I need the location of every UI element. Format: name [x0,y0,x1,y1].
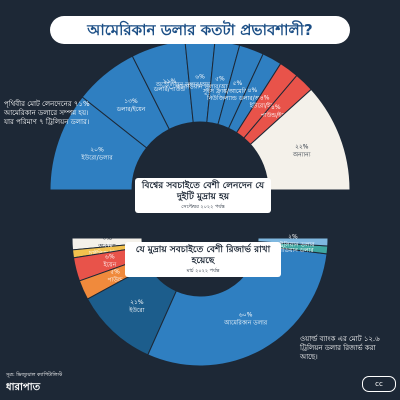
slice-label: কানাডিয়ান ডলার [271,247,315,254]
license-icon: cc [362,376,396,392]
value-label: ৬% [195,74,205,81]
slice-label: ইউরো/ইয়েন [249,102,280,110]
slice-label: পাউন্ড/ইয়েন [261,111,291,119]
source: সূত্র: ভিজ্যুয়াল ক্যাপিটালিস্ট [6,372,63,378]
slice [249,88,351,191]
slice-label: আমেরিকান ডলার [223,320,268,327]
slice-label: ইউরো [128,306,145,314]
slice-label: অস্ট্রেলিয়ান ডলার/আমেরিকান ডলার [155,82,245,89]
value-label: ১৩% [124,98,138,105]
caption-subtitle: মার্চ ২০২২ পর্যন্ত [186,267,220,274]
logo: ধারাপাত [6,382,41,393]
value-label: ২% [103,242,113,249]
value-label: ৬০% [239,312,253,319]
value-label: ৬% [105,253,115,260]
value-label: ৫% [110,268,120,275]
slice [147,244,328,367]
caption-title: বিশ্বের সবচাইতে বেশী লেনদেন যে দুইটি মুদ… [141,181,265,203]
value-label: ৪% [260,95,270,102]
slice-label: ইউরো/ডলার [80,154,113,162]
caption-trade: বিশ্বের সবচাইতে বেশী লেনদেন যে দুইটি মুদ… [135,178,271,213]
caption-reserve: যে মুদ্রায় সবচাইতে বেশী রিজার্ভ রাখা হয… [125,242,281,277]
value-label: ২০% [90,147,104,154]
slice-label: অস্ট্রেলিয়ান ডলার [270,241,315,248]
value-label: ১১% [163,78,177,85]
value-label: ৫% [215,75,225,82]
value-label: ৪% [271,104,281,111]
value-label: ৫% [233,80,243,87]
slice-label: অন্যান্য [292,151,311,158]
value-label: ২% [288,233,298,240]
slice-label: পাউন্ড [107,275,122,283]
slice-label: ডলার/ইয়েন [116,106,146,113]
note-reserve: ওয়ার্ল্ড ব্যাংক এর মোট ১২.৬ ট্রিলিয়ন ড… [300,335,380,361]
value-label: ২১% [130,299,144,306]
value-label: ৩% [102,235,112,242]
caption-subtitle: সেপ্টেম্বর ২০২২ পর্যন্ত [181,203,225,210]
note-trade: পৃথিবীর মোট লেনদেনের ৭১% আমেরিকান ডলারে … [4,100,90,126]
value-label: ২২% [295,143,309,150]
slice-label: ডলার/পাউন্ড [153,85,185,93]
slice-label: নিউজিল্যান্ড ডলার/আমেরিকান ডলার [206,94,298,102]
slice [257,237,329,247]
caption-title: যে মুদ্রায় সবচাইতে বেশী রিজার্ভ রাখা হয… [135,245,271,267]
value-label: ৪% [248,87,258,94]
title: আমেরিকান ডলার কতটা প্রভাবশালী? [50,16,350,44]
slice-label: ইয়েন [103,261,117,268]
slice-label: সুইস ফ্রাঙ্ক/আমেরিকান ডলার [202,88,273,95]
slice-label: কানাডিয়ান ডলার/আমেরিকান ডলার [175,83,264,90]
